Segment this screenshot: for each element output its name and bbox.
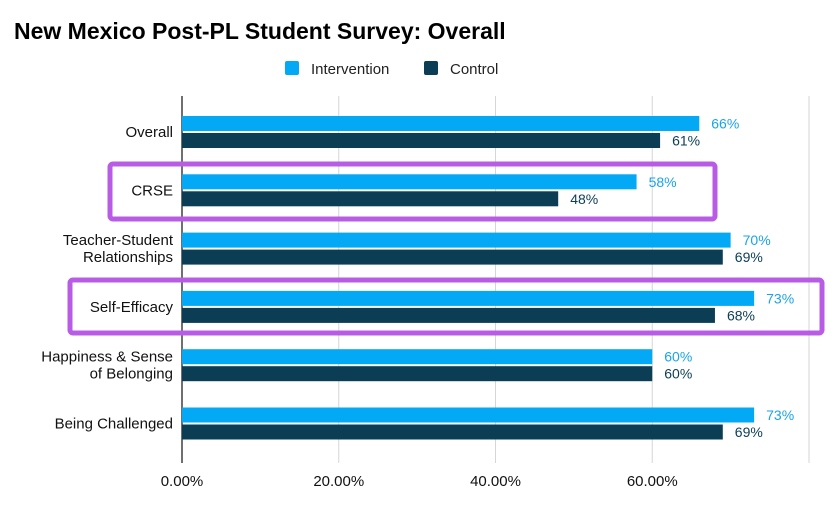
bar-control	[182, 424, 723, 440]
legend-label-control: Control	[450, 61, 498, 78]
category-labels: Overall CRSE Teacher-Student Relationships S…	[41, 124, 174, 433]
category-label: Being Challenged	[55, 416, 173, 433]
data-label: 73%	[766, 290, 794, 306]
x-tick-labels: 0.00% 20.00% 40.00% 60.00%	[161, 473, 678, 490]
bar-intervention	[182, 290, 755, 306]
category-label: Overall	[125, 124, 173, 141]
bars: 66%61%58%48%70%69%73%68%60%60%73%69%	[182, 116, 794, 440]
bar-control	[182, 191, 559, 207]
legend-swatch-control	[424, 61, 438, 75]
legend: Intervention Control	[285, 61, 498, 78]
bar-control	[182, 307, 715, 323]
highlight-box	[107, 161, 718, 222]
x-tick-label: 0.00%	[161, 473, 204, 490]
bar-control	[182, 366, 653, 382]
data-label: 48%	[570, 191, 598, 207]
bar-control	[182, 249, 723, 265]
x-tick-label: 20.00%	[313, 473, 364, 490]
bar-intervention	[182, 407, 755, 423]
bar-control	[182, 133, 661, 148]
data-label: 73%	[766, 407, 794, 423]
highlight-boxes	[67, 161, 825, 336]
data-label: 60%	[664, 349, 692, 365]
category-label: Teacher-Student Relationships	[63, 232, 174, 266]
category-label: Self-Efficacy	[90, 299, 174, 316]
data-label: 58%	[649, 174, 677, 190]
legend-label-intervention: Intervention	[311, 61, 389, 78]
bar-intervention	[182, 232, 731, 248]
data-label: 61%	[672, 133, 700, 149]
bar-intervention	[182, 116, 700, 131]
x-tick-label: 60.00%	[627, 473, 678, 490]
x-tick-label: 40.00%	[470, 473, 521, 490]
data-label: 69%	[735, 424, 763, 440]
data-label: 60%	[664, 366, 692, 382]
chart-title: New Mexico Post-PL Student Survey: Overa…	[14, 18, 506, 44]
category-label: CRSE	[131, 182, 173, 199]
category-label: Happiness & Sense of Belonging	[41, 349, 173, 383]
bar-intervention	[182, 349, 653, 365]
legend-swatch-intervention	[285, 61, 299, 75]
bar-intervention	[182, 174, 637, 190]
highlight-box	[67, 277, 825, 336]
data-label: 68%	[727, 307, 755, 323]
data-label: 70%	[743, 232, 771, 248]
data-label: 66%	[711, 116, 739, 132]
data-label: 69%	[735, 249, 763, 265]
